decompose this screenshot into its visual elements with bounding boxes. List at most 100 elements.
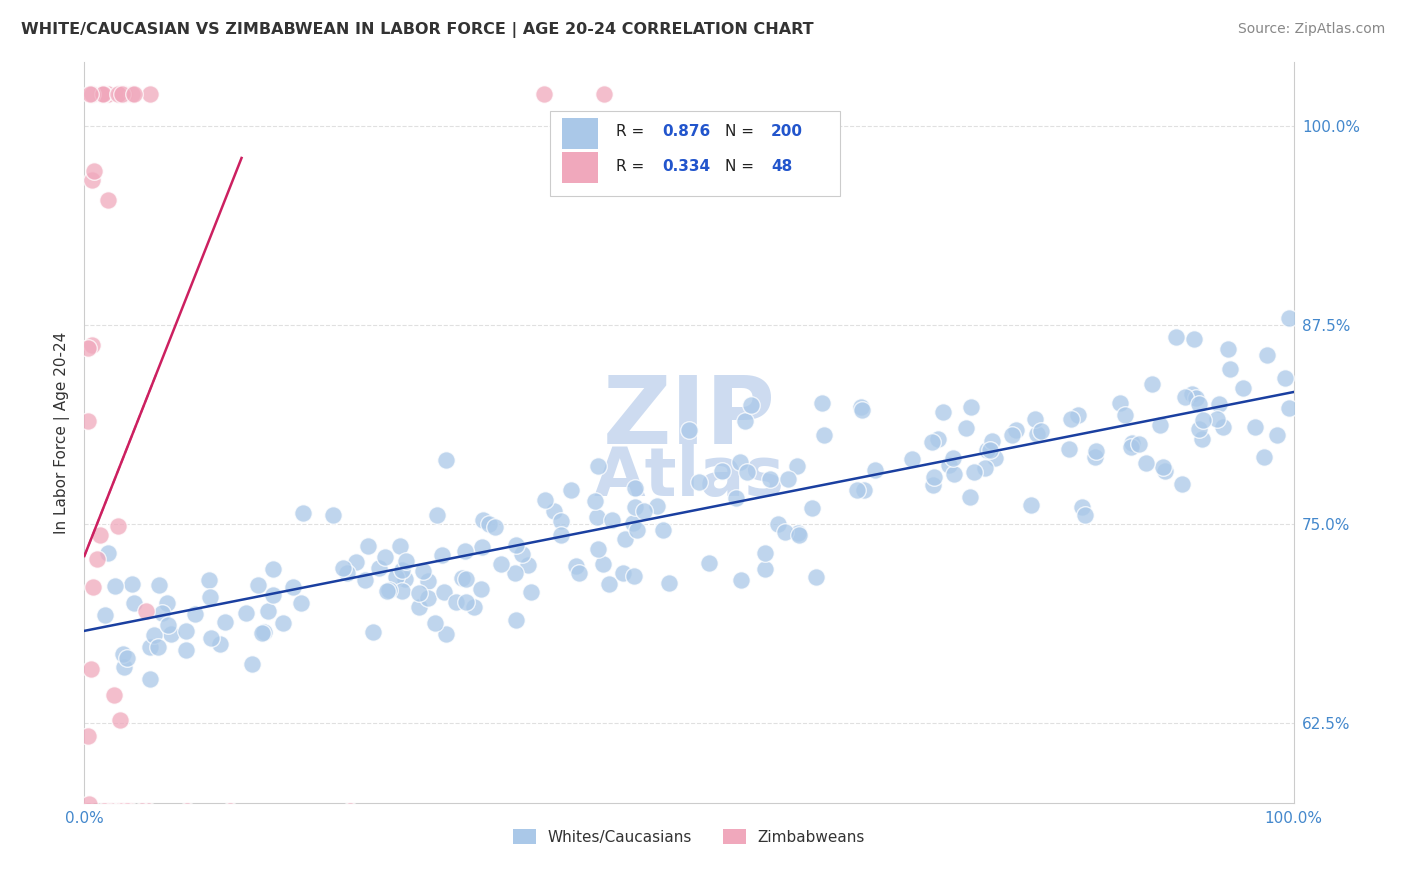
Point — [851, 403, 873, 417]
Point — [1149, 417, 1171, 432]
Point — [586, 542, 609, 557]
Point — [1274, 370, 1296, 384]
Point — [361, 625, 384, 640]
Point — [91, 87, 114, 102]
Point — [626, 524, 648, 538]
Point — [711, 465, 734, 479]
Text: N =: N = — [725, 159, 754, 174]
Point — [1005, 423, 1028, 437]
Point — [184, 607, 207, 622]
Point — [143, 627, 166, 641]
Point — [214, 615, 236, 629]
Point — [283, 580, 305, 594]
Point — [623, 516, 645, 530]
Point — [974, 460, 997, 475]
FancyBboxPatch shape — [550, 111, 841, 195]
Point — [568, 566, 591, 581]
Point — [773, 525, 796, 540]
Point — [776, 472, 799, 486]
Point — [979, 443, 1001, 458]
Point — [505, 613, 527, 627]
Point — [1182, 332, 1205, 346]
Point — [863, 463, 886, 477]
Point — [938, 458, 960, 472]
Point — [391, 583, 413, 598]
Point — [454, 544, 477, 558]
Point — [111, 648, 134, 662]
Point — [478, 517, 501, 532]
Point — [734, 414, 756, 428]
Point — [1253, 450, 1275, 464]
Point — [77, 414, 100, 428]
Point — [976, 442, 998, 457]
Point — [754, 546, 776, 560]
Point — [533, 493, 555, 508]
Point — [1001, 428, 1024, 442]
Point — [292, 507, 315, 521]
Point — [367, 561, 389, 575]
Point — [150, 606, 173, 620]
Text: Source: ZipAtlas.com: Source: ZipAtlas.com — [1237, 22, 1385, 37]
Point — [1084, 450, 1107, 464]
Point — [434, 627, 457, 641]
Point — [357, 539, 380, 553]
Point — [148, 577, 170, 591]
Point — [388, 539, 411, 553]
Point — [598, 577, 620, 591]
Point — [921, 434, 943, 449]
Point — [377, 583, 399, 598]
Point — [623, 569, 645, 583]
Point — [339, 804, 361, 818]
Point — [1216, 342, 1239, 356]
Point — [959, 401, 981, 415]
Point — [97, 87, 120, 102]
Point — [454, 572, 477, 586]
Point — [586, 459, 609, 474]
Point — [900, 451, 922, 466]
Point — [927, 432, 949, 446]
Point — [1192, 413, 1215, 427]
Point — [394, 573, 416, 587]
Point — [250, 626, 273, 640]
Point — [645, 500, 668, 514]
Point — [235, 606, 257, 620]
Point — [122, 596, 145, 610]
Point — [262, 589, 284, 603]
Point — [118, 804, 141, 818]
Point — [80, 662, 103, 676]
Point — [1025, 427, 1047, 442]
Point — [697, 556, 720, 570]
Point — [82, 580, 104, 594]
Point — [586, 509, 609, 524]
Point — [1206, 412, 1229, 426]
Legend: Whites/Caucasians, Zimbabweans: Whites/Caucasians, Zimbabweans — [506, 822, 872, 851]
Point — [768, 516, 790, 531]
Point — [652, 523, 675, 537]
Point — [1171, 477, 1194, 491]
Y-axis label: In Labor Force | Age 20-24: In Labor Force | Age 20-24 — [55, 332, 70, 533]
Point — [922, 478, 945, 492]
Point — [1244, 420, 1267, 434]
Text: 0.876: 0.876 — [662, 124, 710, 139]
Point — [108, 804, 131, 818]
Text: N =: N = — [725, 124, 754, 139]
Point — [1121, 440, 1143, 454]
Point — [959, 490, 981, 504]
Point — [1121, 436, 1143, 450]
Point — [103, 688, 125, 702]
Point — [93, 804, 115, 818]
Point — [633, 504, 655, 518]
Point — [374, 549, 396, 564]
Point — [1074, 508, 1097, 522]
Point — [943, 467, 966, 482]
Point — [484, 520, 506, 534]
Point — [758, 472, 780, 486]
Point — [505, 538, 527, 552]
Point — [614, 532, 637, 546]
Point — [510, 547, 533, 561]
Point — [658, 576, 681, 591]
Point — [471, 513, 494, 527]
Point — [246, 578, 269, 592]
Point — [218, 804, 240, 818]
Point — [1019, 498, 1042, 512]
